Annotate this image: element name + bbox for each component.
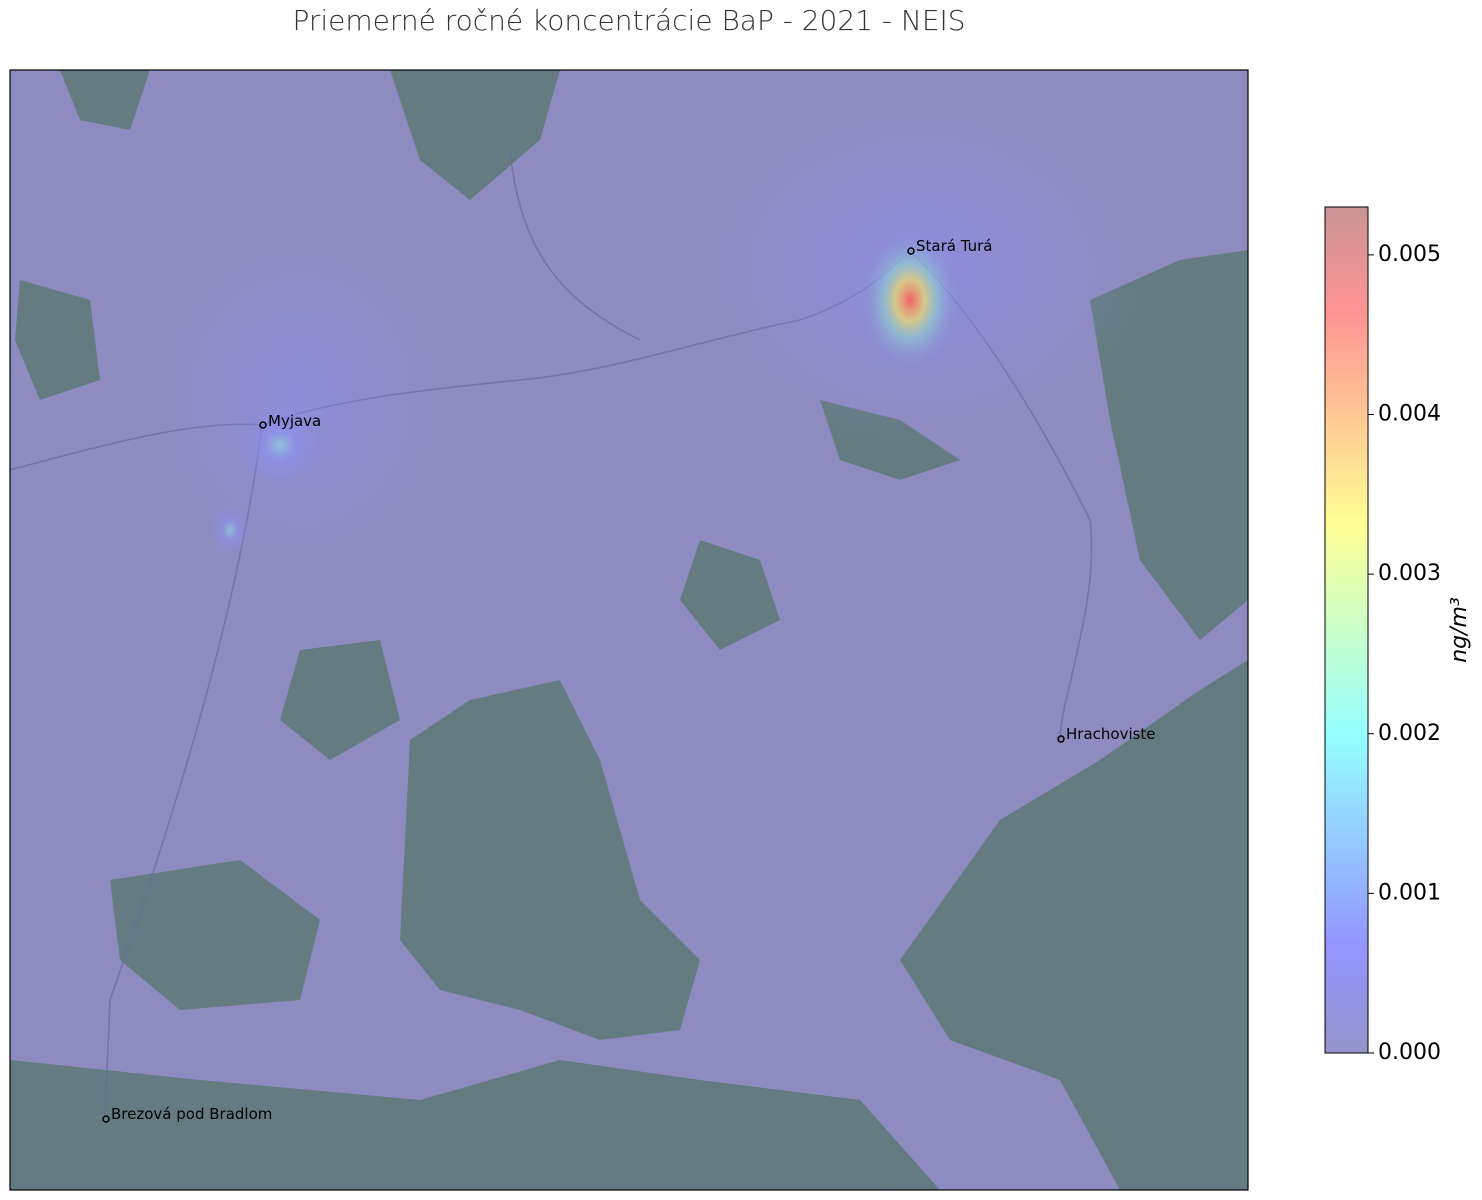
heat-halo <box>150 230 450 570</box>
tick-label: 0.003 <box>1378 561 1441 586</box>
colorbar-frame <box>1324 206 1369 1054</box>
heat-hotspot <box>860 230 960 370</box>
tick-label: 0.001 <box>1378 880 1441 905</box>
tick-label: 0.002 <box>1378 721 1441 746</box>
place-markers: Stará Turá Myjava Hrachoviste Brezová po… <box>102 237 1156 1123</box>
forest <box>10 70 1248 1190</box>
place-label: Stará Turá <box>916 237 992 255</box>
place-marker <box>907 247 915 255</box>
tick-label: 0.004 <box>1378 402 1441 427</box>
map-frame <box>9 69 1249 1191</box>
place-marker <box>259 421 267 429</box>
tick-label: 0.000 <box>1378 1040 1441 1065</box>
place-label: Myjava <box>268 412 321 430</box>
colorbar: ng/m³ 0.000 0.001 0.002 0.003 0.004 0.005 <box>1324 206 1472 1065</box>
place-marker <box>1057 735 1065 743</box>
heat-hotspot <box>210 505 250 555</box>
tick-label: 0.005 <box>1378 242 1441 267</box>
colorbar-fill <box>1325 207 1368 1053</box>
place-label: Brezová pod Bradlom <box>111 1105 272 1123</box>
map-area: Stará Turá Myjava Hrachoviste Brezová po… <box>9 69 1249 1191</box>
colorbar-label: ng/m³ <box>1447 597 1472 663</box>
map-title: Priemerné ročné koncentrácie BaP - 2021 … <box>292 4 965 37</box>
place-label: Hrachoviste <box>1066 725 1156 743</box>
place-marker <box>102 1115 110 1123</box>
